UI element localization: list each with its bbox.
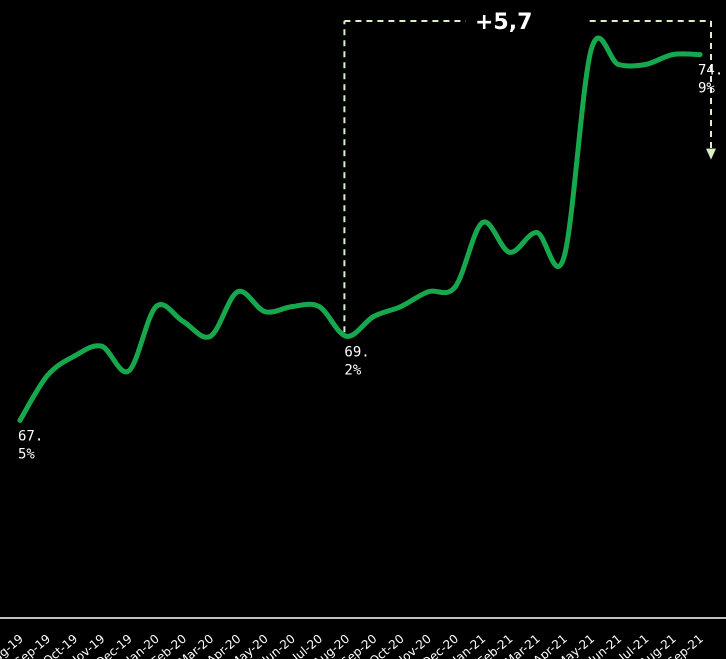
data-point bbox=[425, 289, 431, 295]
point-labels: 67. 5% 69. 2% 74. 9% bbox=[18, 63, 723, 463]
point-label: 9% bbox=[698, 81, 715, 97]
data-point bbox=[126, 368, 132, 374]
data-point bbox=[180, 318, 186, 324]
data-point bbox=[343, 333, 349, 339]
data-point bbox=[507, 249, 513, 255]
data-point bbox=[452, 284, 458, 290]
data-point bbox=[588, 47, 594, 53]
data-point bbox=[316, 304, 322, 310]
data-point bbox=[561, 254, 567, 260]
data-point bbox=[44, 373, 50, 379]
point-label: 69. bbox=[344, 344, 369, 360]
point-label: 67. bbox=[18, 428, 43, 444]
data-point bbox=[697, 52, 703, 58]
data-point bbox=[235, 289, 241, 295]
series-group bbox=[17, 35, 703, 423]
point-label: 74. bbox=[698, 63, 723, 79]
arrow-down-icon bbox=[706, 148, 716, 160]
data-point bbox=[17, 417, 23, 423]
delta-label: +5,7 bbox=[475, 10, 532, 35]
delta-annotation: +5,7 bbox=[343, 10, 716, 333]
data-point bbox=[71, 353, 77, 359]
data-point bbox=[207, 333, 213, 339]
point-label: 2% bbox=[344, 362, 361, 378]
data-point bbox=[371, 314, 377, 320]
x-axis-ticks: Aug-19Sep-19Oct-19Nov-19Dec-19Jan-20Feb-… bbox=[0, 632, 706, 659]
data-point bbox=[289, 304, 295, 310]
data-point bbox=[534, 230, 540, 236]
point-label: 5% bbox=[18, 446, 35, 462]
data-point bbox=[670, 52, 676, 58]
data-point bbox=[262, 309, 268, 315]
data-point bbox=[479, 220, 485, 226]
data-point bbox=[643, 61, 649, 67]
data-point bbox=[615, 61, 621, 67]
data-point bbox=[99, 343, 105, 349]
data-point bbox=[153, 304, 159, 310]
data-point bbox=[398, 304, 404, 310]
